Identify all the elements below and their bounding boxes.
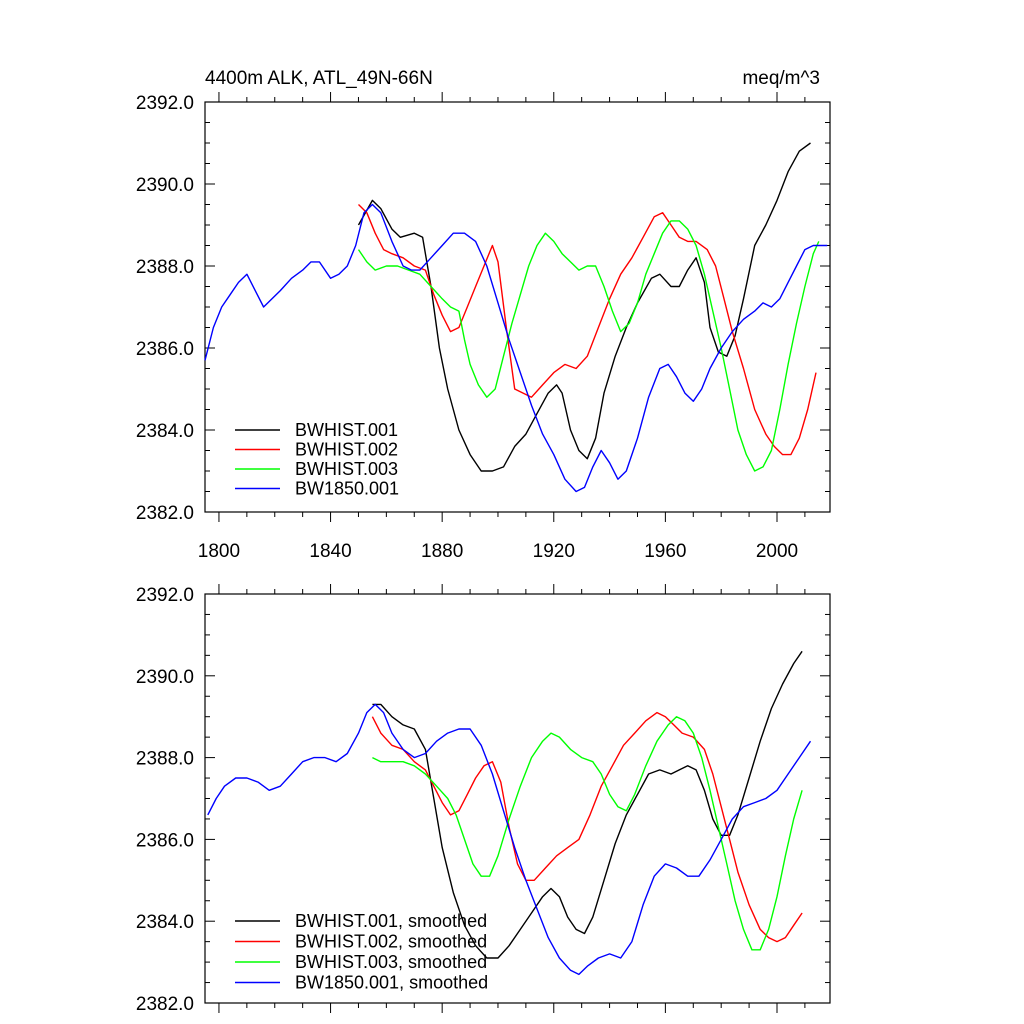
panel-2-legend-label-4: BW1850.001, smoothed bbox=[295, 973, 488, 993]
panel-1-ytick-label: 2382.0 bbox=[136, 503, 194, 524]
panel-2-legend-label-1: BWHIST.001, smoothed bbox=[295, 911, 487, 931]
panel-2-ytick-label: 2390.0 bbox=[136, 667, 194, 688]
panel-2-ytick-label: 2388.0 bbox=[136, 749, 194, 770]
panel-1-series-line-2 bbox=[358, 204, 817, 456]
panel-2-series-line-2 bbox=[371, 711, 803, 943]
panel-2-legend-label-2: BWHIST.002, smoothed bbox=[295, 932, 487, 952]
panel-1-series-line-4 bbox=[204, 203, 828, 493]
panel-2-ytick-label: 2392.0 bbox=[136, 585, 194, 606]
panel-2-ytick-label: 2384.0 bbox=[136, 912, 194, 933]
panel-1-xtick-label: 2000 bbox=[756, 541, 798, 562]
panel-1-legend-label-1: BWHIST.001 bbox=[295, 420, 398, 440]
panel-2-ytick-label: 2386.0 bbox=[136, 830, 194, 851]
panel-1-units-label: meq/m^3 bbox=[742, 68, 820, 89]
panel-1-legend-label-2: BWHIST.002 bbox=[295, 440, 398, 460]
panel-1-ytick-label: 2388.0 bbox=[136, 257, 194, 278]
panel-1-ytick-label: 2390.0 bbox=[136, 175, 194, 196]
panel-1-xtick-label: 1960 bbox=[644, 541, 686, 562]
panel-1-xtick-label: 1840 bbox=[309, 541, 351, 562]
panel-1-ytick-label: 2384.0 bbox=[136, 421, 194, 442]
panel-2-series-line-3 bbox=[372, 716, 803, 951]
panel-1-series-line-3 bbox=[357, 220, 820, 472]
panel-2-legend-label-3: BWHIST.003, smoothed bbox=[295, 952, 487, 972]
panel-1-xtick-label: 1920 bbox=[533, 541, 575, 562]
panel-1-series-line-1 bbox=[357, 142, 811, 472]
panel-1-ytick-label: 2386.0 bbox=[136, 339, 194, 360]
panel-1-xtick-label: 1800 bbox=[198, 541, 240, 562]
panel-2-series-line-4 bbox=[207, 703, 812, 976]
panel-1-legend-label-3: BWHIST.003 bbox=[295, 459, 398, 479]
panel-1-title: 4400m ALK, ATL_49N-66N bbox=[205, 68, 433, 89]
panel-1-xtick-label: 1880 bbox=[421, 541, 463, 562]
panel-1-legend-label-4: BW1850.001 bbox=[295, 479, 399, 499]
panel-1-ytick-label: 2392.0 bbox=[136, 93, 194, 114]
panel-2-ytick-label: 2382.0 bbox=[136, 994, 194, 1015]
